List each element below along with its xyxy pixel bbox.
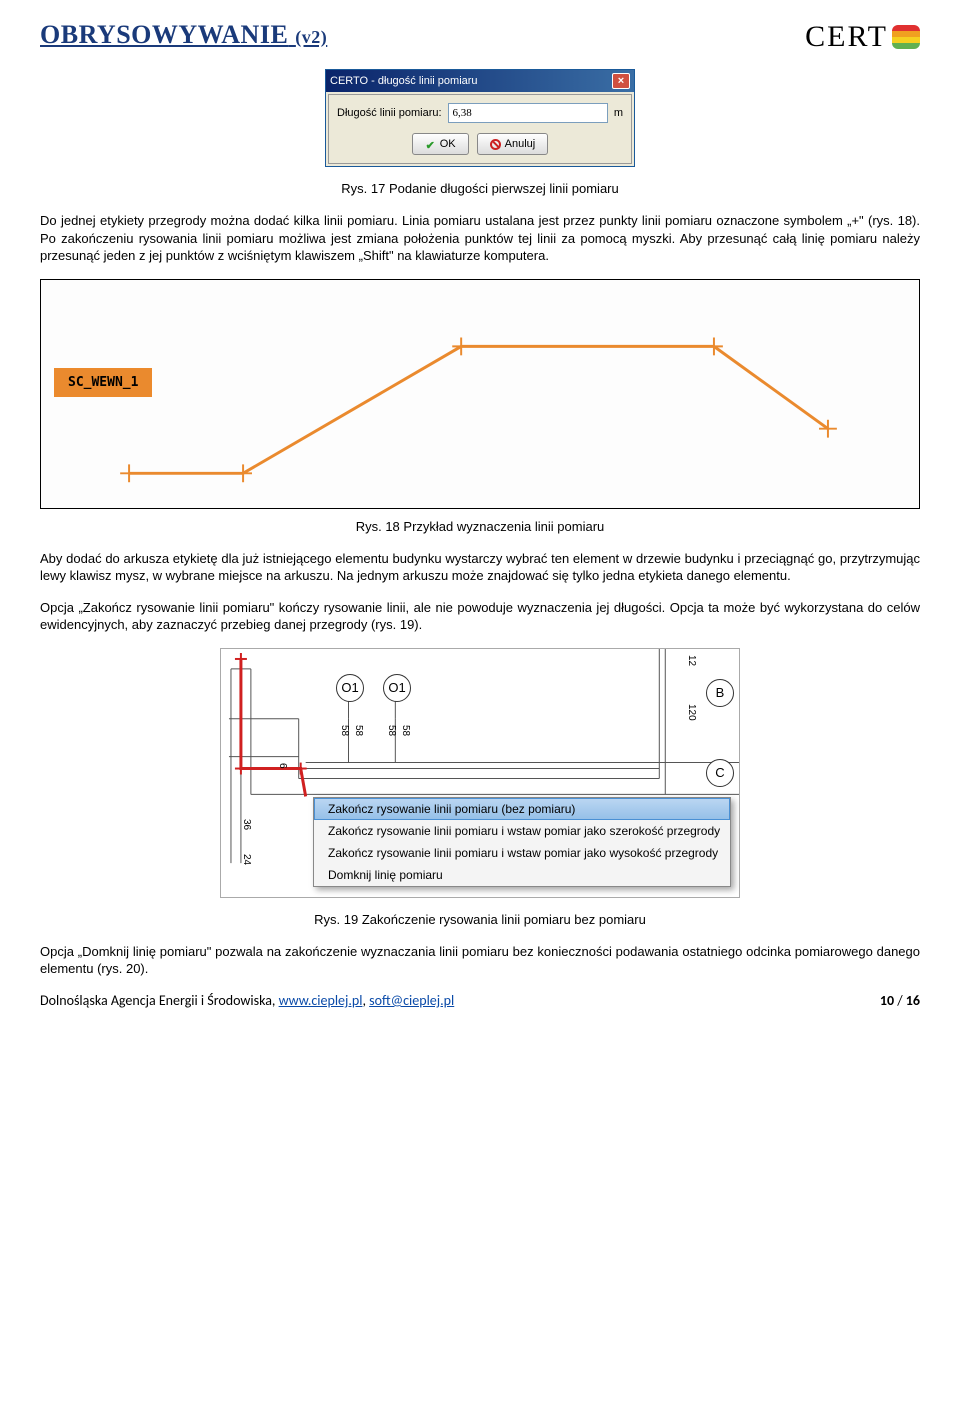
- dim-label: 58: [386, 725, 397, 736]
- footer-link-email[interactable]: soft@cieplej.pl: [369, 992, 454, 1009]
- figure-19-wrap: O1 O1 B C 58 58 58 58 36 24 6 12 120 Zak…: [40, 648, 920, 898]
- dialog-titlebar: CERTO - długość linii pomiaru ×: [326, 70, 634, 92]
- document-header: OBRYSOWYWANIE (v2) CERT: [40, 20, 920, 54]
- callout-b: B: [706, 679, 734, 707]
- menu-item-finish-height[interactable]: Zakończ rysowanie linii pomiaru i wstaw …: [314, 842, 730, 864]
- menu-item-finish-no-measure[interactable]: Zakończ rysowanie linii pomiaru (bez pom…: [314, 798, 730, 820]
- figure-caption-19: Rys. 19 Zakończenie rysowania linii pomi…: [40, 912, 920, 927]
- menu-item-finish-width[interactable]: Zakończ rysowanie linii pomiaru i wstaw …: [314, 820, 730, 842]
- figure-caption-18: Rys. 18 Przykład wyznaczenia linii pomia…: [40, 519, 920, 534]
- paragraph-1: Do jednej etykiety przegrody można dodać…: [40, 212, 920, 265]
- callout-o1-1: O1: [336, 674, 364, 702]
- dim-label: 58: [353, 725, 364, 736]
- logo: CERT: [805, 20, 920, 54]
- dialog-label: Długość linii pomiaru:: [337, 107, 442, 119]
- logo-bars-icon: [892, 25, 920, 49]
- ok-button[interactable]: ✔ OK: [412, 133, 469, 155]
- dim-label: 12: [686, 655, 697, 666]
- footer-left: Dolnośląska Agencja Energii i Środowiska…: [40, 992, 454, 1009]
- paragraph-4: Opcja „Domknij linię pomiaru" pozwala na…: [40, 943, 920, 978]
- figure-19: O1 O1 B C 58 58 58 58 36 24 6 12 120 Zak…: [220, 648, 740, 898]
- figure-18: SC_WEWN_1: [40, 279, 920, 509]
- cancel-icon: [490, 139, 501, 150]
- dim-label: 36: [241, 819, 252, 830]
- polyline-svg: [41, 280, 919, 508]
- figure-dialog: CERTO - długość linii pomiaru × Długość …: [40, 69, 920, 167]
- paragraph-2: Aby dodać do arkusza etykietę dla już is…: [40, 550, 920, 585]
- context-menu: Zakończ rysowanie linii pomiaru (bez pom…: [313, 797, 731, 887]
- element-label-tag: SC_WEWN_1: [56, 370, 150, 395]
- dim-label: 24: [241, 854, 252, 865]
- menu-item-close-line[interactable]: Domknij linię pomiaru: [314, 864, 730, 886]
- length-input[interactable]: [448, 103, 608, 123]
- callout-c: C: [706, 759, 734, 787]
- dim-label: 120: [686, 704, 697, 721]
- dim-label: 58: [400, 725, 411, 736]
- callout-o1-2: O1: [383, 674, 411, 702]
- page-footer: Dolnośląska Agencja Energii i Środowiska…: [40, 992, 920, 1009]
- close-icon[interactable]: ×: [612, 73, 630, 89]
- logo-text: CERT: [805, 20, 888, 54]
- figure-caption-17: Rys. 17 Podanie długości pierwszej linii…: [40, 181, 920, 196]
- dialog-window: CERTO - długość linii pomiaru × Długość …: [325, 69, 635, 167]
- footer-link-site[interactable]: www.cieplej.pl: [279, 992, 363, 1009]
- dialog-unit: m: [614, 107, 623, 119]
- dialog-title: CERTO - długość linii pomiaru: [330, 75, 478, 87]
- document-title: OBRYSOWYWANIE (v2): [40, 20, 327, 50]
- paragraph-3: Opcja „Zakończ rysowanie linii pomiaru" …: [40, 599, 920, 634]
- page-number: 10 / 16: [880, 992, 920, 1009]
- dim-label: 58: [339, 725, 350, 736]
- cancel-button[interactable]: Anuluj: [477, 133, 549, 155]
- check-icon: ✔: [425, 139, 436, 150]
- dim-label: 6: [277, 763, 288, 769]
